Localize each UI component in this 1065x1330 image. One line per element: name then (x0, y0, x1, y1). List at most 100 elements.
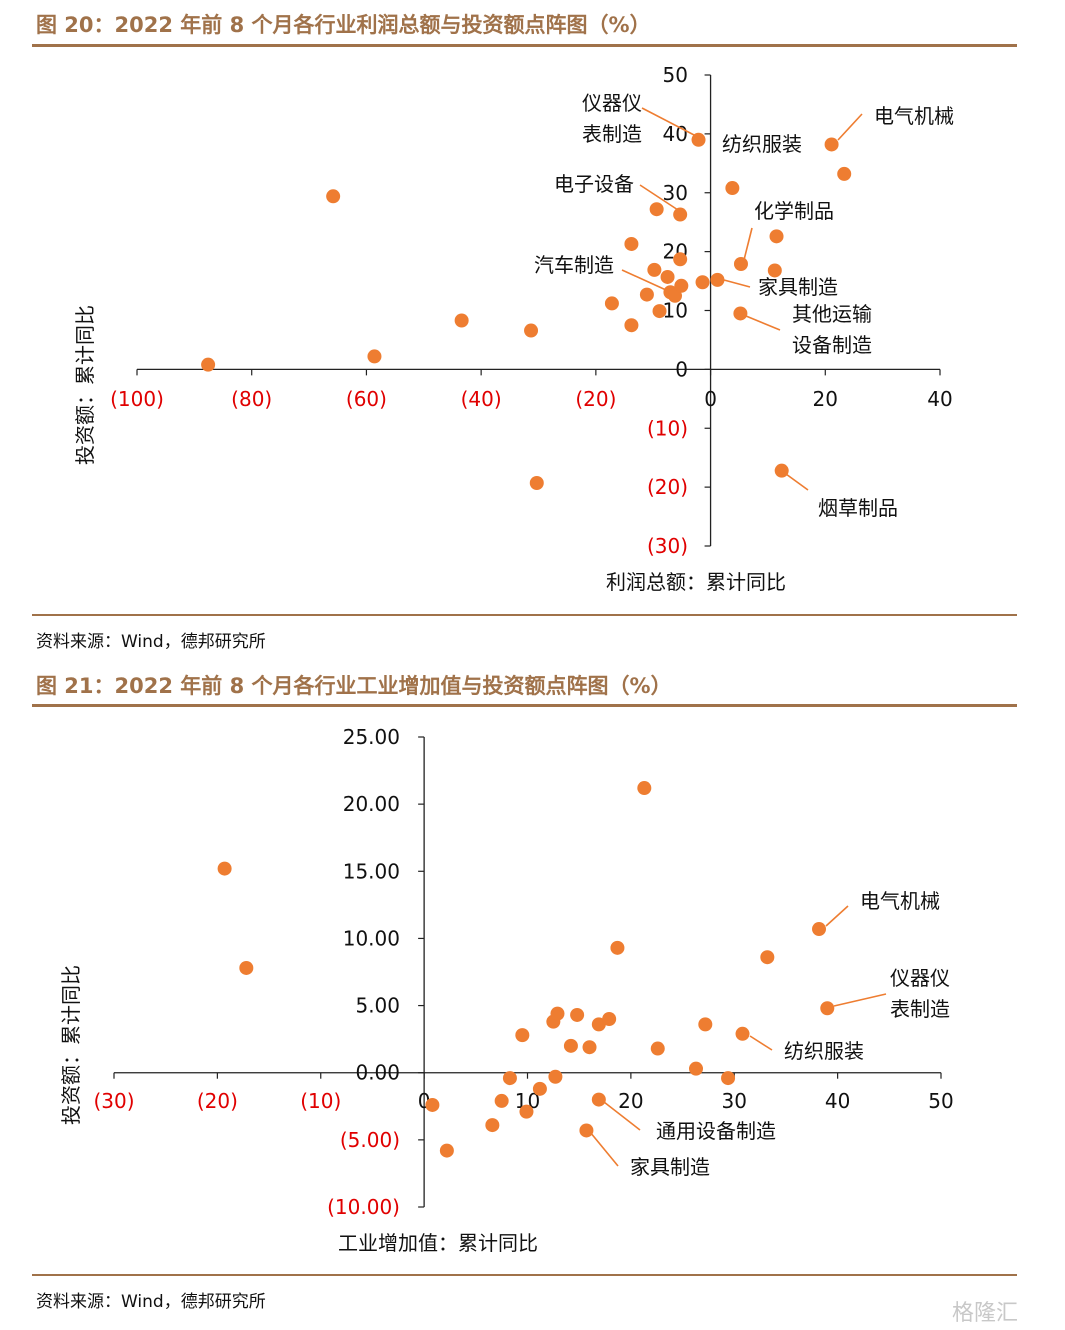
annotation-leader-line (743, 227, 753, 261)
scatter-point (515, 1028, 530, 1043)
annotation-leader-line (723, 279, 751, 288)
scatter-point (769, 229, 784, 244)
scatter-point (563, 1038, 578, 1053)
x-tick-label: 50 (928, 1089, 953, 1113)
annotation-leader-line (603, 1101, 641, 1131)
scatter-point (652, 304, 667, 319)
scatter-point (689, 1061, 704, 1076)
figure-1-top-rule (32, 44, 1017, 47)
x-tick-label: 40 (927, 387, 952, 411)
scatter-point (582, 1040, 597, 1055)
y-tick-label: 10.00 (343, 926, 400, 950)
scatter-point (820, 1001, 835, 1016)
scatter-point (774, 463, 789, 478)
figure-1-bottom-rule (32, 614, 1017, 616)
x-tick-label: (100) (110, 387, 164, 411)
scatter-point (673, 207, 688, 222)
point-annotation: 家具制造 (758, 275, 838, 299)
point-annotation: 纺织服装 (722, 132, 802, 156)
scatter-point (217, 861, 232, 876)
point-annotation: 烟草制品 (818, 496, 898, 520)
scatter-point (695, 275, 710, 290)
scatter-point (674, 278, 689, 293)
scatter-point (326, 189, 341, 204)
x-tick-label: (40) (461, 387, 502, 411)
scatter-point (591, 1017, 606, 1032)
point-annotation: 电气机械 (860, 889, 940, 913)
scatter-point (660, 269, 675, 284)
scatter-point (502, 1071, 517, 1086)
scatter-point (637, 781, 652, 796)
annotation-leader-line (641, 107, 697, 137)
scatter-point (239, 960, 254, 975)
x-tick-label: 20 (813, 387, 838, 411)
x-tick-label: 20 (618, 1089, 643, 1113)
point-annotation: 电气机械 (874, 104, 954, 128)
figure-2-title: 图 21：2022 年前 8 个月各行业工业增加值与投资额点阵图（%） (36, 674, 672, 698)
figure-2-bottom-rule (32, 1274, 1017, 1276)
scatter-point (767, 263, 782, 278)
figure-1-source: 资料来源：Wind，德邦研究所 (36, 632, 266, 652)
x-tick-label: 30 (722, 1089, 747, 1113)
annotation-leader-line (749, 1035, 773, 1051)
annotation-leader-line (785, 473, 809, 491)
scatter-point (837, 166, 852, 181)
annotation-leader-line (825, 905, 849, 927)
scatter-point (519, 1104, 534, 1119)
y-tick-label: 0.00 (355, 1061, 400, 1085)
scatter-point (591, 1092, 606, 1107)
scatter-point (691, 132, 706, 147)
point-annotation: 汽车制造 (534, 253, 614, 277)
y-tick-label: 15.00 (343, 859, 400, 883)
y-tick-label: 5.00 (355, 994, 400, 1018)
scatter-point (624, 318, 639, 333)
scatter-point (725, 181, 740, 196)
point-annotation: 家具制造 (630, 1155, 710, 1179)
scatter-point (733, 306, 748, 321)
point-annotation: 通用设备制造 (656, 1119, 776, 1143)
x-tick-label: (10) (300, 1089, 341, 1113)
x-tick-label: (60) (346, 387, 387, 411)
scatter-point (624, 236, 639, 251)
scatter-point (579, 1123, 594, 1138)
watermark-logo: 格隆汇 (952, 1301, 1019, 1326)
y-axis-title: 投资额：累计同比 (73, 305, 97, 465)
point-annotation: 电子设备 (554, 172, 634, 196)
scatter-point (529, 476, 544, 491)
scatter-point (610, 940, 625, 955)
scatter-point (673, 252, 688, 267)
x-tick-label: 0 (704, 387, 717, 411)
x-axis-title: 工业增加值：累计同比 (338, 1231, 538, 1255)
annotation-leader-line (837, 113, 863, 141)
scatter-point (721, 1071, 736, 1086)
y-tick-label: (10.00) (327, 1195, 400, 1219)
scatter-point (650, 1041, 665, 1056)
x-tick-label: (80) (231, 387, 272, 411)
scatter-point (524, 323, 539, 338)
x-tick-label: (20) (575, 387, 616, 411)
y-tick-label: (20) (647, 475, 688, 499)
point-annotation: 其他运输设备制造 (792, 302, 872, 357)
scatter-point (439, 1143, 454, 1158)
annotation-leader-line (639, 184, 679, 211)
scatter-point (570, 1007, 585, 1022)
scatter-point (639, 287, 654, 302)
scatter-point (485, 1118, 500, 1133)
scatter-point (733, 256, 748, 271)
y-tick-label: 50 (663, 63, 688, 87)
scatter-point (604, 296, 619, 311)
scatter-point (550, 1006, 565, 1021)
scatter-point (735, 1026, 750, 1041)
scatter-point (649, 202, 664, 217)
scatter-point (425, 1097, 440, 1112)
scatter-point (647, 262, 662, 277)
scatter-point (710, 272, 725, 287)
scatter-point (532, 1081, 547, 1096)
scatter-point (698, 1017, 713, 1032)
scatter-point (367, 349, 382, 364)
point-annotation: 化学制品 (754, 199, 834, 223)
scatter-point (548, 1069, 563, 1084)
x-tick-label: 40 (825, 1089, 850, 1113)
scatter-point (760, 950, 775, 965)
figure-1-scatter-chart: (100) (80) (60) (40) (20) 0 20 4050403020100(10… (73, 63, 954, 594)
